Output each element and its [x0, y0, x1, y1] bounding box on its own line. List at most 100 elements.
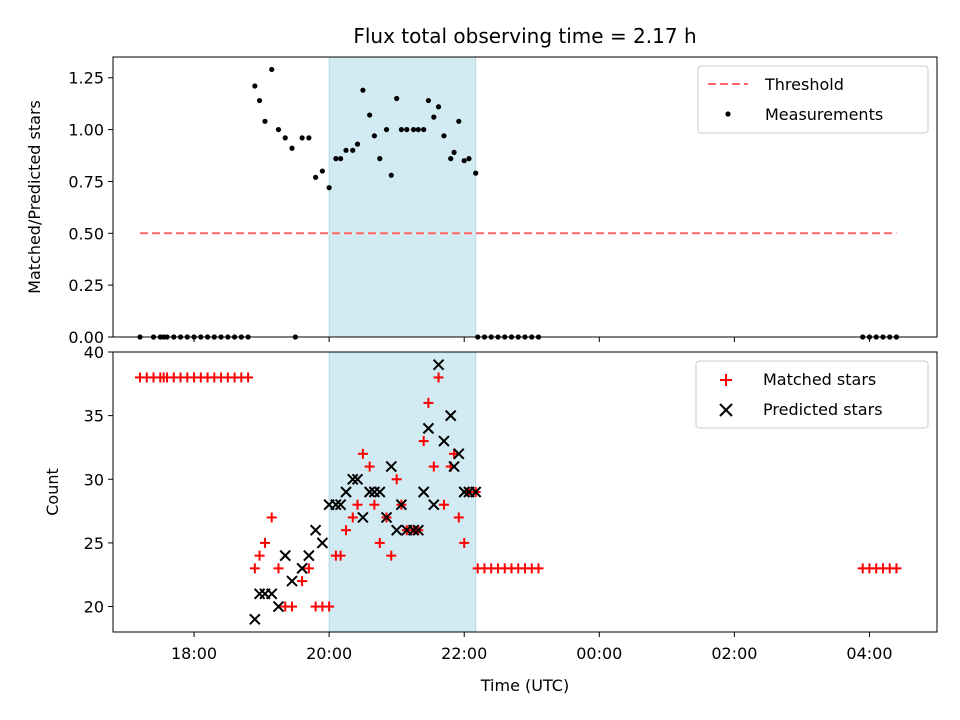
measurement-point	[404, 126, 410, 133]
predicted-star-marker	[469, 486, 482, 498]
matched-star-marker	[891, 563, 902, 574]
predicted-star-marker	[249, 613, 261, 625]
bottom-legend-box	[695, 360, 929, 429]
y-tick-label: 0.25	[68, 276, 104, 295]
predicted-star-marker	[272, 600, 285, 613]
predicted-star-marker	[316, 537, 329, 549]
predicted-star-marker	[374, 486, 386, 498]
top-x-ticks	[193, 337, 870, 342]
matched-star-marker	[391, 474, 402, 485]
measurement-point	[435, 104, 442, 110]
chart-title: Flux total observing time = 2.17 h	[353, 24, 696, 48]
predicted-star-marker	[357, 511, 369, 524]
legend-predicted-swatch	[719, 403, 733, 417]
predicted-star-marker	[303, 549, 315, 562]
measurement-point	[299, 135, 305, 141]
measurement-point	[289, 145, 295, 151]
predicted-star-marker	[422, 422, 435, 435]
measurement-point	[306, 135, 312, 141]
bottom-series-layer	[135, 359, 902, 625]
top-axes-frame	[112, 56, 938, 338]
matched-star-marker	[249, 563, 260, 574]
measurement-point	[456, 118, 462, 124]
measurement-point	[371, 133, 377, 139]
measurement-point	[466, 156, 472, 162]
matched-star-marker	[386, 550, 397, 561]
legend-predicted-label: Predicted stars	[763, 400, 883, 419]
legend-threshold-label: Threshold	[764, 75, 844, 94]
top-y-axis-label: Matched/Predicted stars	[25, 100, 44, 294]
predicted-star-marker	[395, 499, 408, 511]
predicted-star-marker	[417, 486, 430, 498]
top-panel: 0.00 0.25 0.50 0.75 1.00 1.25 Flux total obse…	[25, 24, 938, 347]
top-observing-window-shade	[328, 56, 477, 338]
matched-star-marker	[357, 448, 368, 459]
measurement-point	[394, 95, 400, 102]
predicted-star-marker	[286, 575, 298, 587]
measurement-point	[343, 147, 349, 153]
y-tick-label: 0.00	[68, 328, 104, 347]
matched-star-marker	[533, 563, 544, 574]
matched-star-marker	[254, 550, 265, 561]
measurement-point	[262, 118, 268, 124]
y-tick-label: 1.25	[68, 69, 104, 88]
predicted-star-marker	[347, 473, 359, 485]
matched-star-marker	[347, 512, 358, 523]
y-tick-label: 30	[84, 470, 104, 489]
measurement-point	[360, 87, 366, 93]
bottom-y-axis-label: Count	[43, 468, 62, 516]
measurement-point	[354, 141, 361, 147]
measurement-point	[319, 168, 325, 174]
measurement-point	[377, 156, 383, 162]
predicted-star-marker	[453, 448, 465, 460]
predicted-star-marker	[407, 524, 420, 536]
matched-star-marker	[273, 563, 284, 574]
top-y-ticks: 0.00 0.25 0.50 0.75 1.00 1.25	[68, 69, 113, 347]
measurement-point	[473, 170, 479, 176]
measurement-point	[367, 112, 373, 118]
bottom-observing-window-shade	[328, 351, 477, 633]
predicted-star-marker	[340, 486, 352, 498]
matched-star-marker	[297, 576, 308, 587]
measurement-point	[425, 97, 432, 104]
y-tick-label: 20	[84, 598, 104, 617]
matched-star-marker	[428, 461, 439, 472]
x-axis-label: Time (UTC)	[480, 676, 569, 695]
measurement-point	[431, 114, 437, 120]
predicted-star-marker	[380, 511, 393, 524]
matched-star-marker	[259, 537, 270, 548]
top-series-layer	[137, 66, 900, 340]
x-tick-label: 18:00	[171, 644, 217, 663]
measurement-point	[338, 156, 344, 162]
predicted-star-marker	[279, 549, 291, 562]
x-tick-label: 02:00	[711, 644, 757, 663]
legend-measurements-swatch	[725, 111, 731, 117]
predicted-star-marker	[428, 499, 440, 511]
matched-star-marker	[438, 499, 449, 510]
predicted-star-marker	[334, 499, 347, 511]
measurement-point	[252, 83, 258, 89]
matched-star-marker	[341, 525, 352, 536]
predicted-star-marker	[458, 486, 470, 498]
predicted-star-marker	[309, 524, 322, 536]
bottom-x-ticks: 18:00 20:00 22:00 00:00 02:00 04:00	[171, 632, 893, 663]
matched-star-marker	[286, 601, 297, 612]
matched-star-marker	[423, 397, 434, 408]
top-legend-box	[697, 65, 929, 134]
legend-matched-swatch	[720, 374, 732, 386]
predicted-star-marker	[448, 460, 460, 473]
matched-star-marker	[303, 563, 314, 574]
measurement-point	[415, 126, 421, 133]
bottom-legend: Matched stars Predicted stars	[695, 360, 929, 429]
measurement-point	[461, 158, 467, 164]
observing-window-band	[328, 56, 477, 338]
measurement-point	[451, 149, 457, 156]
y-tick-label: 25	[84, 534, 104, 553]
matched-star-marker	[459, 537, 470, 548]
measurement-point	[326, 185, 332, 191]
legend-measurements-label: Measurements	[765, 105, 883, 124]
legend-matched-label: Matched stars	[763, 370, 876, 389]
predicted-star-marker	[351, 473, 364, 485]
y-tick-label: 1.00	[68, 121, 104, 140]
